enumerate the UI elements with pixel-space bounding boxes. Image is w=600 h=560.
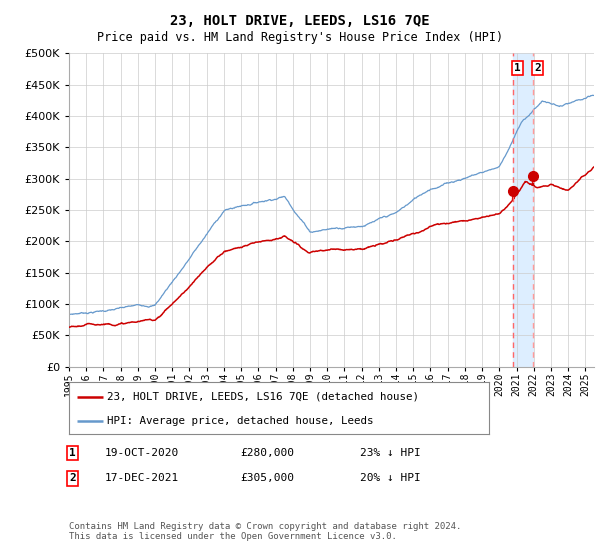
- Text: 1: 1: [69, 448, 76, 458]
- Text: Contains HM Land Registry data © Crown copyright and database right 2024.
This d: Contains HM Land Registry data © Crown c…: [69, 522, 461, 542]
- Text: HPI: Average price, detached house, Leeds: HPI: Average price, detached house, Leed…: [107, 416, 373, 426]
- Text: 23, HOLT DRIVE, LEEDS, LS16 7QE (detached house): 23, HOLT DRIVE, LEEDS, LS16 7QE (detache…: [107, 392, 419, 402]
- Bar: [513, 53, 533, 367]
- Text: £305,000: £305,000: [240, 473, 294, 483]
- Text: 17-DEC-2021: 17-DEC-2021: [105, 473, 179, 483]
- Text: £280,000: £280,000: [240, 448, 294, 458]
- Text: Price paid vs. HM Land Registry's House Price Index (HPI): Price paid vs. HM Land Registry's House …: [97, 31, 503, 44]
- Text: 23, HOLT DRIVE, LEEDS, LS16 7QE: 23, HOLT DRIVE, LEEDS, LS16 7QE: [170, 14, 430, 28]
- Text: 20% ↓ HPI: 20% ↓ HPI: [360, 473, 421, 483]
- Text: 23% ↓ HPI: 23% ↓ HPI: [360, 448, 421, 458]
- Text: 19-OCT-2020: 19-OCT-2020: [105, 448, 179, 458]
- Text: 2: 2: [534, 63, 541, 73]
- Text: 1: 1: [514, 63, 521, 73]
- Text: 2: 2: [69, 473, 76, 483]
